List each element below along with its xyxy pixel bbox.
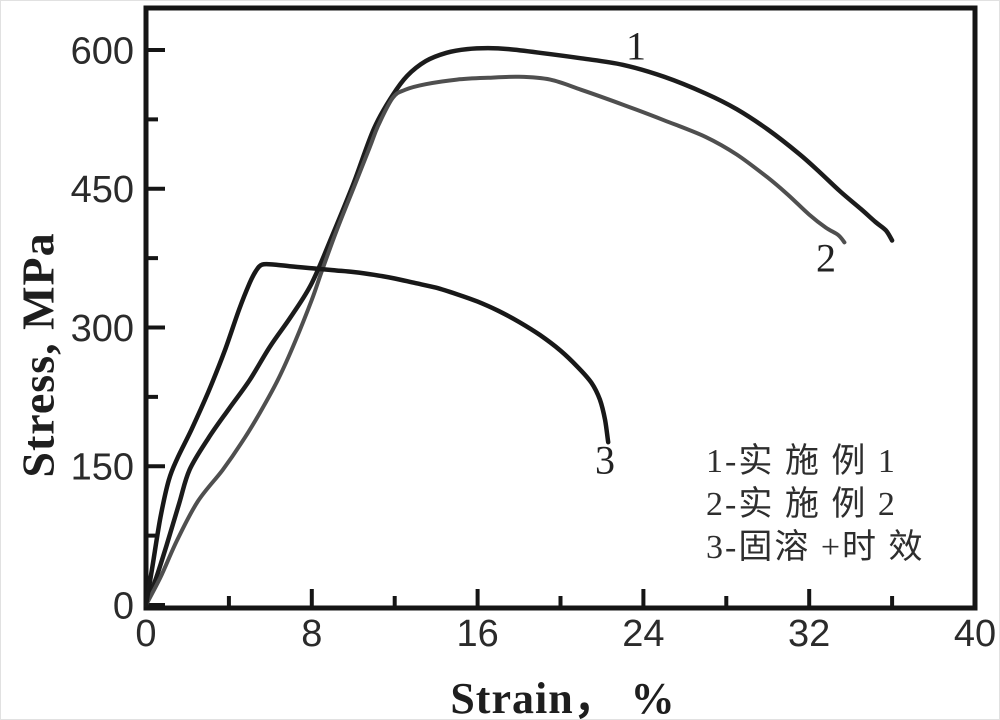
legend-entry-2: 2-实 施 例 2	[706, 486, 897, 523]
x-tick-label: 32	[788, 613, 830, 655]
x-tick-label: 16	[456, 613, 498, 655]
curve-1-path	[143, 45, 895, 608]
x-tick-label: 8	[301, 613, 322, 655]
x-tick-label: 40	[954, 613, 996, 655]
x-axis-title: Strain， %	[450, 674, 676, 720]
y-tick-label: 600	[71, 30, 134, 72]
x-tick-label: 0	[135, 613, 156, 655]
curve-3-path	[143, 261, 611, 608]
y-axis-title: Stress, MPa	[12, 232, 64, 478]
curve-2-path	[144, 74, 847, 607]
curve-1-label: 1	[626, 23, 646, 69]
y-tick-label: 150	[71, 447, 134, 489]
curve-3-label: 3	[595, 437, 615, 483]
curve-2-label: 2	[816, 235, 836, 281]
plot-frame	[143, 5, 978, 611]
y-tick-label: 300	[71, 308, 134, 350]
legend-entry-3: 3-固溶 +时 效	[706, 529, 925, 566]
y-tick-label: 450	[71, 169, 134, 211]
x-tick-label: 24	[622, 613, 664, 655]
legend: 1-实 施 例 1 2-实 施 例 2 3-固溶 +时 效	[706, 440, 925, 569]
legend-entry-1: 1-实 施 例 1	[706, 443, 897, 480]
y-tick-label: 0	[113, 585, 134, 627]
